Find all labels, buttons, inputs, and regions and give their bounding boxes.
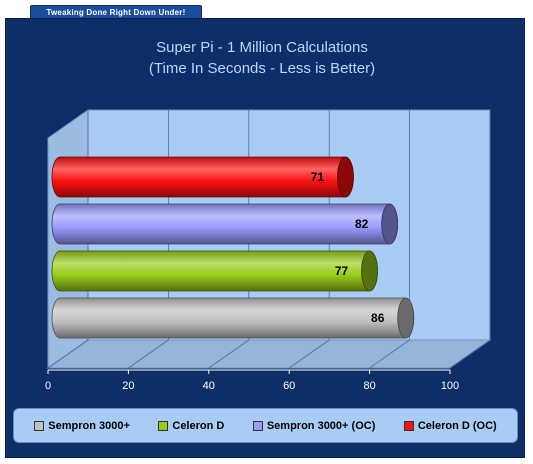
- x-tick-labels: 0 20 40 60 80 100: [45, 370, 459, 392]
- chart-title: Super Pi - 1 Million Calculations: [156, 39, 368, 56]
- legend-item: Celeron D (OC): [403, 419, 497, 432]
- bar-body: [51, 203, 399, 245]
- site-banner-tab: Tweaking Done Right Down Under!: [30, 5, 202, 20]
- bar-sempron-3000: 86: [51, 297, 415, 339]
- bar-value-label: 71: [311, 170, 325, 184]
- x-tick-label: 0: [45, 380, 51, 392]
- bars: 71 82 77 86: [51, 156, 415, 339]
- legend-item: Celeron D: [158, 420, 224, 432]
- legend-swatch: [252, 420, 263, 431]
- legend-item: Sempron 3000+ (OC): [252, 419, 376, 432]
- legend-swatch: [158, 420, 169, 431]
- legend-label: Sempron 3000+ (OC): [266, 419, 376, 432]
- legend-item: Sempron 3000+: [34, 420, 130, 432]
- x-tick-label: 60: [283, 380, 295, 392]
- x-tick-label: 80: [363, 380, 375, 392]
- legend-label: Sempron 3000+: [48, 419, 130, 432]
- x-tick-label: 20: [122, 380, 134, 392]
- x-tick-label: 100: [441, 380, 459, 392]
- bar-cap: [361, 250, 378, 292]
- grid-floor-line: [288, 339, 330, 369]
- chart-subtitle: (Time In Seconds - Less is Better): [149, 60, 375, 77]
- bar-cap: [337, 156, 354, 198]
- grid-floor-line: [208, 339, 250, 369]
- legend-label: Celeron D: [172, 419, 225, 432]
- bar-celeron-d: 77: [51, 250, 378, 292]
- grid-floor-line: [128, 339, 169, 369]
- bar-value-label: 77: [335, 264, 349, 278]
- bar-body: [51, 250, 378, 292]
- grid-floor-line: [449, 339, 491, 369]
- floor: [46, 339, 492, 369]
- legend-swatch: [34, 420, 45, 431]
- bar-celeron-d-oc: 71: [51, 156, 354, 198]
- bar-cap: [397, 297, 415, 339]
- bar-cap: [381, 203, 399, 245]
- bar-value-label: 82: [355, 217, 369, 231]
- bar-body: [51, 156, 354, 198]
- x-tick-label: 40: [203, 380, 215, 392]
- bar-body: [51, 297, 415, 339]
- grid-floor-line: [47, 339, 89, 369]
- bar-sempron-3000-oc: 82: [51, 203, 399, 245]
- legend-label: Celeron D (OC): [417, 419, 497, 432]
- legend-swatch: [403, 420, 414, 431]
- bar-value-label: 86: [371, 311, 385, 325]
- legend: Sempron 3000+ Celeron D Sempron 3000+ (OC)…: [13, 408, 518, 443]
- grid-floor-line: [369, 339, 410, 369]
